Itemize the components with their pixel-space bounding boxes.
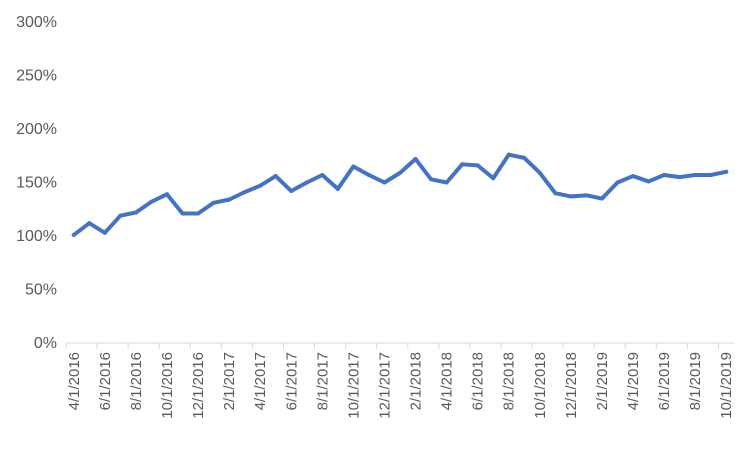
data-point (553, 191, 558, 196)
data-point (242, 190, 247, 195)
data-point (180, 211, 185, 216)
data-point (413, 156, 418, 161)
y-tick-label: 300% (16, 14, 57, 31)
data-point (584, 193, 589, 198)
x-axis-tick-marks (65, 343, 719, 349)
x-tick-label: 8/1/2019 (687, 352, 704, 410)
data-point (335, 186, 340, 191)
x-tick-label: 6/1/2016 (97, 352, 114, 410)
x-axis-tick-labels: 4/1/2016 6/1/2016 8/1/2016 10/1/2016 12/1/20… (66, 352, 735, 419)
x-tick-label: 12/1/2016 (190, 352, 207, 419)
data-point (599, 196, 604, 201)
data-point (708, 173, 713, 178)
x-tick-label: 2/1/2017 (221, 352, 238, 410)
data-point (506, 152, 511, 157)
data-point (724, 169, 729, 174)
x-tick-label: 6/1/2019 (656, 352, 673, 410)
y-tick-label: 0% (34, 335, 57, 352)
data-point (258, 183, 263, 188)
x-tick-label: 10/1/2018 (532, 352, 549, 419)
y-axis-tick-labels: 0% 50% 100% 150% 200% 250% 300% (16, 14, 57, 352)
data-point (460, 162, 465, 167)
data-point (382, 180, 387, 185)
data-point (133, 210, 138, 215)
data-point (491, 176, 496, 181)
x-tick-label: 8/1/2016 (128, 352, 145, 410)
x-tick-label: 10/1/2019 (718, 352, 735, 419)
data-point (211, 200, 216, 205)
data-point (289, 189, 294, 194)
x-tick-label: 10/1/2016 (159, 352, 176, 419)
x-tick-label: 8/1/2018 (501, 352, 518, 410)
y-tick-label: 50% (25, 282, 57, 299)
x-tick-label: 2/1/2018 (408, 352, 425, 410)
data-point (475, 163, 480, 168)
x-tick-label: 10/1/2017 (345, 352, 362, 419)
data-point (444, 180, 449, 185)
data-point (71, 232, 76, 237)
data-point (351, 164, 356, 169)
data-point (304, 180, 309, 185)
data-point (196, 211, 201, 216)
data-point (87, 221, 92, 226)
y-tick-label: 150% (16, 175, 57, 192)
data-point (693, 173, 698, 178)
data-point (615, 180, 620, 185)
x-tick-label: 4/1/2018 (439, 352, 456, 410)
data-point (227, 197, 232, 202)
data-point (522, 155, 527, 160)
data-point (118, 213, 123, 218)
data-point (164, 192, 169, 197)
series-line (71, 152, 729, 237)
data-point (646, 179, 651, 184)
data-point (631, 174, 636, 179)
y-tick-label: 200% (16, 121, 57, 138)
x-tick-label: 12/1/2018 (563, 352, 580, 419)
data-point (568, 194, 573, 199)
data-point (366, 173, 371, 178)
data-point (677, 175, 682, 180)
x-tick-label: 4/1/2017 (252, 352, 269, 410)
x-tick-label: 6/1/2017 (283, 352, 300, 410)
x-tick-label: 4/1/2019 (625, 352, 642, 410)
y-tick-label: 100% (16, 228, 57, 245)
x-tick-label: 12/1/2017 (376, 352, 393, 419)
data-point (102, 230, 107, 235)
data-point (320, 173, 325, 178)
data-point (429, 177, 434, 182)
x-tick-label: 4/1/2016 (66, 352, 83, 410)
x-tick-label: 6/1/2018 (470, 352, 487, 410)
y-tick-label: 250% (16, 68, 57, 85)
data-point (398, 170, 402, 175)
x-tick-label: 8/1/2017 (314, 352, 331, 410)
data-point (149, 199, 154, 204)
data-point (662, 173, 667, 178)
x-tick-label: 2/1/2019 (594, 352, 611, 410)
data-point (537, 170, 542, 175)
series-layer (71, 152, 729, 237)
data-point (273, 174, 278, 179)
